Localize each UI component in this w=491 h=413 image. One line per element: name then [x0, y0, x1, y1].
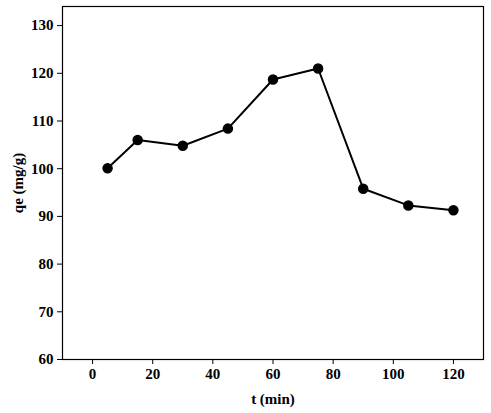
- svg-text:110: 110: [32, 113, 54, 129]
- svg-text:60: 60: [266, 366, 281, 382]
- svg-text:100: 100: [31, 160, 54, 176]
- svg-text:100: 100: [382, 366, 405, 382]
- svg-text:120: 120: [442, 366, 465, 382]
- svg-text:80: 80: [39, 256, 54, 272]
- svg-text:qe (mg/g): qe (mg/g): [10, 153, 27, 213]
- svg-text:0: 0: [89, 366, 97, 382]
- svg-text:t (min): t (min): [251, 391, 295, 408]
- svg-text:120: 120: [31, 65, 54, 81]
- svg-text:70: 70: [39, 304, 54, 320]
- svg-text:40: 40: [205, 366, 220, 382]
- svg-text:130: 130: [31, 17, 54, 33]
- svg-text:90: 90: [39, 208, 54, 224]
- svg-text:20: 20: [145, 366, 160, 382]
- svg-text:80: 80: [326, 366, 341, 382]
- svg-text:60: 60: [39, 351, 54, 367]
